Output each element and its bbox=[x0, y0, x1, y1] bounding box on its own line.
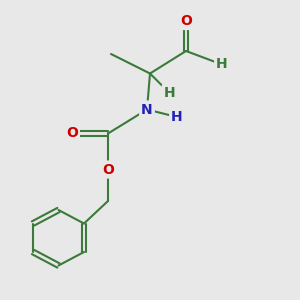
Text: N: N bbox=[141, 103, 153, 116]
Text: O: O bbox=[66, 127, 78, 140]
Text: H: H bbox=[164, 86, 175, 100]
Text: O: O bbox=[180, 14, 192, 28]
Text: O: O bbox=[102, 163, 114, 176]
Text: H: H bbox=[171, 110, 183, 124]
Text: H: H bbox=[216, 58, 228, 71]
